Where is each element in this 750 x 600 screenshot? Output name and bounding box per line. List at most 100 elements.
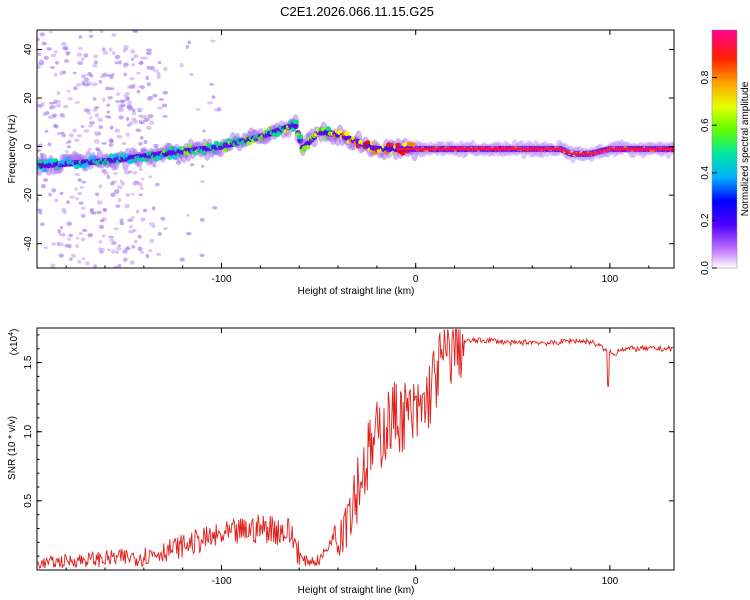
speckle-mark xyxy=(59,70,64,76)
speckle-mark xyxy=(37,52,42,56)
speckle-mark xyxy=(137,234,142,239)
snr-x-label: Height of straight line (km) xyxy=(298,585,415,596)
speckle-mark xyxy=(76,134,83,138)
speckle-mark xyxy=(39,32,46,37)
speckle-mark xyxy=(51,188,57,193)
speckle-mark xyxy=(131,193,135,196)
speckle-mark xyxy=(108,235,114,239)
speckle-mark xyxy=(59,191,64,196)
y-tick-label: 40 xyxy=(23,43,34,55)
speckle-mark xyxy=(56,90,61,96)
speckle-mark xyxy=(133,239,138,244)
speckle-mark xyxy=(140,56,145,60)
speckle-mark xyxy=(115,204,121,208)
speckle-mark xyxy=(209,39,216,43)
speckle-mark xyxy=(89,116,93,120)
speckle-mark xyxy=(202,129,206,133)
speckle-mark xyxy=(111,33,117,38)
ridge-peak xyxy=(167,155,173,160)
speckle-mark xyxy=(58,253,65,258)
speckle-mark xyxy=(69,257,73,261)
speckle-mark xyxy=(139,167,143,171)
speckle-mark xyxy=(54,198,59,203)
speckle-mark xyxy=(153,143,159,148)
speckle-mark xyxy=(125,91,131,95)
speckle-mark xyxy=(66,221,73,226)
speckle-mark xyxy=(136,89,141,94)
speckle-mark xyxy=(137,114,144,118)
speckle-mark xyxy=(114,61,119,65)
speckle-mark xyxy=(123,257,128,262)
speckle-mark xyxy=(80,237,86,242)
speckle-mark xyxy=(118,108,124,113)
ridge-peak xyxy=(304,144,311,150)
speckle-mark xyxy=(98,224,105,229)
speckle-mark xyxy=(148,175,153,179)
speckle-mark xyxy=(78,232,84,235)
speckle-mark xyxy=(138,142,143,146)
speckle-mark xyxy=(148,222,155,226)
x-tick-label: 100 xyxy=(602,274,619,285)
x-tick-label: -100 xyxy=(211,274,231,285)
y-tick-label: 0 xyxy=(23,143,34,149)
figure-title: C2E1.2026.066.11.15.G25 xyxy=(280,4,434,19)
colorbar-gradient xyxy=(712,30,737,268)
speckle-mark xyxy=(111,51,116,56)
speckle-mark xyxy=(59,225,64,229)
speckle-mark xyxy=(66,200,71,204)
speckle-mark xyxy=(50,65,55,69)
speckle-mark xyxy=(114,54,121,60)
speckle-mark xyxy=(163,226,168,231)
speckle-mark xyxy=(211,206,218,210)
speckle-mark xyxy=(99,219,105,223)
spectrogram-marks xyxy=(37,30,674,268)
speckle-mark xyxy=(63,104,69,109)
speckle-mark xyxy=(127,218,134,222)
speckle-mark xyxy=(129,77,135,80)
speckle-mark xyxy=(73,86,78,91)
speckle-mark xyxy=(143,116,149,121)
speckle-mark xyxy=(48,192,52,197)
speckle-mark xyxy=(114,128,121,133)
speckle-mark xyxy=(189,163,195,167)
speckle-mark xyxy=(80,125,85,128)
speckle-mark xyxy=(53,50,58,54)
speckle-mark xyxy=(105,86,111,91)
speckle-mark xyxy=(101,47,106,52)
y-tick-label: -40 xyxy=(23,236,34,251)
speckle-mark xyxy=(75,244,80,249)
speckle-mark xyxy=(66,89,71,93)
ridge-peak xyxy=(171,154,178,160)
speckle-mark xyxy=(77,191,83,196)
speckle-mark xyxy=(120,103,126,108)
speckle-mark xyxy=(77,47,84,50)
speckle-mark xyxy=(143,139,148,145)
snr-scale-base: (x10 xyxy=(9,335,20,355)
speckle-mark xyxy=(123,64,127,68)
speckle-mark xyxy=(126,123,131,127)
speckle-mark xyxy=(87,71,92,77)
speckle-mark xyxy=(66,52,70,56)
speckle-mark xyxy=(128,225,134,229)
speckle-mark xyxy=(71,253,76,258)
speckle-mark xyxy=(145,75,149,81)
speckle-mark xyxy=(102,50,108,55)
speckle-mark xyxy=(136,107,143,111)
speckle-mark xyxy=(61,133,67,138)
speckle-mark xyxy=(93,139,100,144)
speckle-mark xyxy=(106,174,111,179)
speckle-mark xyxy=(109,139,114,144)
speckle-mark xyxy=(40,102,45,106)
spectrogram-frame xyxy=(36,29,675,269)
x-tick-label: 100 xyxy=(602,576,619,587)
speckle-mark xyxy=(139,136,144,140)
speckle-mark xyxy=(91,64,98,68)
speckle-mark xyxy=(151,224,156,229)
speckle-mark xyxy=(139,250,145,254)
speckle-mark xyxy=(75,236,80,240)
speckle-mark xyxy=(68,233,74,238)
speckle-mark xyxy=(109,238,115,242)
snr-line xyxy=(37,328,674,569)
speckle-mark xyxy=(156,71,161,77)
speckle-mark xyxy=(115,100,121,103)
